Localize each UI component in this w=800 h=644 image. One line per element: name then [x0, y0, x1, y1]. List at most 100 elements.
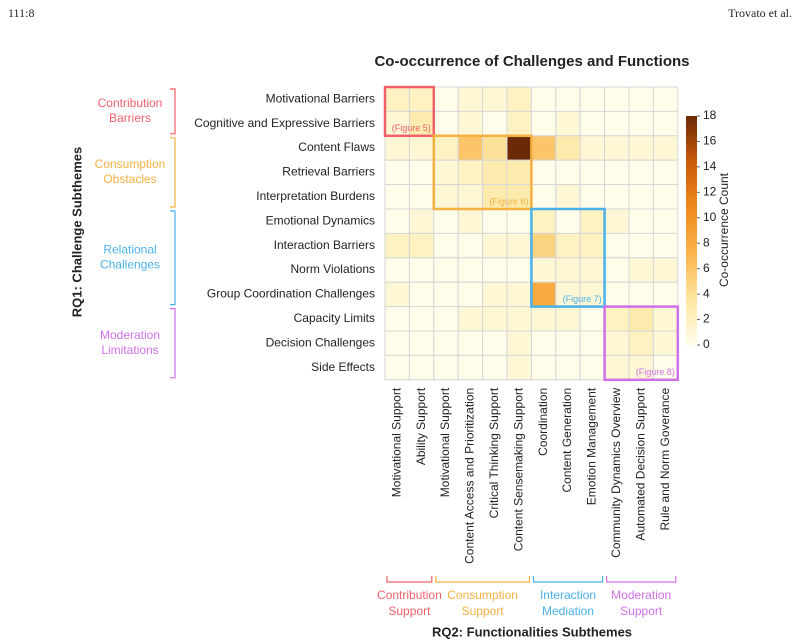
heatmap-cell	[652, 354, 679, 381]
heatmap-cell	[604, 184, 630, 210]
heatmap-cell	[530, 281, 557, 308]
heatmap-cell	[555, 306, 581, 332]
heatmap-cell	[652, 330, 679, 356]
heatmap-cell	[384, 184, 410, 210]
heatmap-cell	[506, 354, 532, 381]
heatmap-cell	[408, 208, 435, 234]
y-tick-label: Group Coordination Challenges	[207, 287, 375, 301]
col-group-bracket	[386, 576, 433, 583]
col-group-bracket	[532, 576, 604, 583]
heatmap-cell	[457, 281, 484, 308]
row-group-label: Relational	[103, 242, 156, 256]
colorbar-tick-label: 2	[703, 312, 710, 326]
x-axis-title: RQ2: Functionalities Subthemes	[432, 624, 632, 639]
highlight-label: (Figure 5)	[392, 123, 431, 133]
colorbar-tick-label: 12	[703, 185, 717, 199]
colorbar-title: Co-occurrence Count	[717, 172, 731, 287]
heatmap-cell	[604, 86, 630, 112]
colorbar-tick-label: 14	[703, 159, 717, 173]
heatmap-cell	[482, 159, 508, 186]
heatmap-cell	[384, 330, 410, 356]
row-group-label: Challenges	[100, 257, 160, 271]
row-group-bracket	[170, 308, 176, 379]
heatmap-cell	[506, 232, 532, 259]
heatmap-cell	[652, 208, 679, 234]
y-tick-label: Motivational Barriers	[266, 91, 375, 105]
x-tick-label: Emotion Management	[585, 387, 599, 505]
x-tick-label: Community Dynamics Overview	[609, 387, 623, 557]
page-authors: Trovato et al.	[728, 6, 792, 20]
heatmap-cell	[530, 257, 557, 283]
heatmap-cell	[530, 86, 557, 112]
heatmap-cell	[604, 232, 630, 259]
heatmap-cell	[628, 232, 654, 259]
heatmap-cell	[384, 257, 410, 283]
heatmap-cell	[408, 354, 435, 381]
x-tick-label: Motivational Support	[389, 387, 403, 497]
colorbar-tick-label: 4	[703, 286, 710, 300]
heatmap-cell	[457, 184, 484, 210]
row-group-bracket	[170, 210, 176, 306]
heatmap-cell	[628, 135, 654, 161]
heatmap-cell	[506, 306, 532, 332]
y-tick-label: Retrieval Barriers	[282, 165, 375, 179]
heatmap-cell	[482, 354, 508, 381]
col-group-label: Support	[388, 604, 431, 618]
heatmap-cell	[482, 306, 508, 332]
heatmap-cell	[628, 159, 654, 186]
heatmap-cell	[384, 135, 410, 161]
y-axis-title: RQ1: Challenge Subthemes	[69, 147, 84, 317]
heatmap-cell	[579, 232, 606, 259]
heatmap-cell	[652, 257, 679, 283]
highlight-box	[432, 134, 533, 211]
colorbar-tick-label: 0	[703, 337, 710, 351]
heatmap-cell	[555, 354, 581, 381]
heatmap-cell	[628, 330, 654, 356]
heatmap-cell	[555, 86, 581, 112]
heatmap-cell	[652, 159, 679, 186]
heatmap-cell	[530, 232, 557, 259]
heatmap-cell	[433, 86, 459, 112]
heatmap-cell	[579, 110, 606, 137]
highlight-label: (Figure 6)	[489, 196, 528, 206]
heatmap-cell	[530, 135, 557, 161]
heatmap-cell	[555, 330, 581, 356]
x-tick-label: Rule and Norm Goverance	[658, 387, 672, 530]
heatmap-cell	[482, 208, 508, 234]
x-tick-label: Content Sensemaking Support	[511, 387, 525, 551]
heatmap-cell	[482, 135, 508, 161]
heatmap-cell	[506, 110, 532, 137]
heatmap-cell	[604, 110, 630, 137]
row-group-bracket	[170, 88, 176, 135]
heatmap-cell	[457, 110, 484, 137]
heatmap-cell	[433, 159, 459, 186]
y-tick-label: Emotional Dynamics	[266, 213, 375, 227]
heatmap-cell	[384, 354, 410, 381]
heatmap-cell	[457, 257, 484, 283]
col-group-label: Contribution	[377, 588, 442, 602]
heatmap-cell	[579, 184, 606, 210]
row-group-label: Contribution	[98, 96, 163, 110]
heatmap-cell	[506, 159, 532, 186]
heatmap-cell	[408, 184, 435, 210]
page-number: 111:8	[8, 6, 34, 20]
y-tick-label: Norm Violations	[291, 262, 375, 276]
heatmap-cell	[555, 208, 581, 234]
heatmap-cell	[408, 257, 435, 283]
heatmap-cell	[652, 306, 679, 332]
heatmap-cell	[579, 306, 606, 332]
heatmap-cell	[555, 135, 581, 161]
heatmap-cell	[433, 184, 459, 210]
heatmap-cell	[628, 208, 654, 234]
heatmap-cell	[482, 281, 508, 308]
col-group-label: Consumption	[447, 588, 518, 602]
heatmap-cell	[579, 281, 606, 308]
heatmap-cell	[628, 257, 654, 283]
heatmap-cell	[628, 110, 654, 137]
heatmap-cell	[506, 281, 532, 308]
y-tick-label: Cognitive and Expressive Barriers	[194, 116, 375, 130]
row-group-bracket	[170, 137, 176, 208]
heatmap-cell	[604, 208, 630, 234]
heatmap-cell	[433, 232, 459, 259]
